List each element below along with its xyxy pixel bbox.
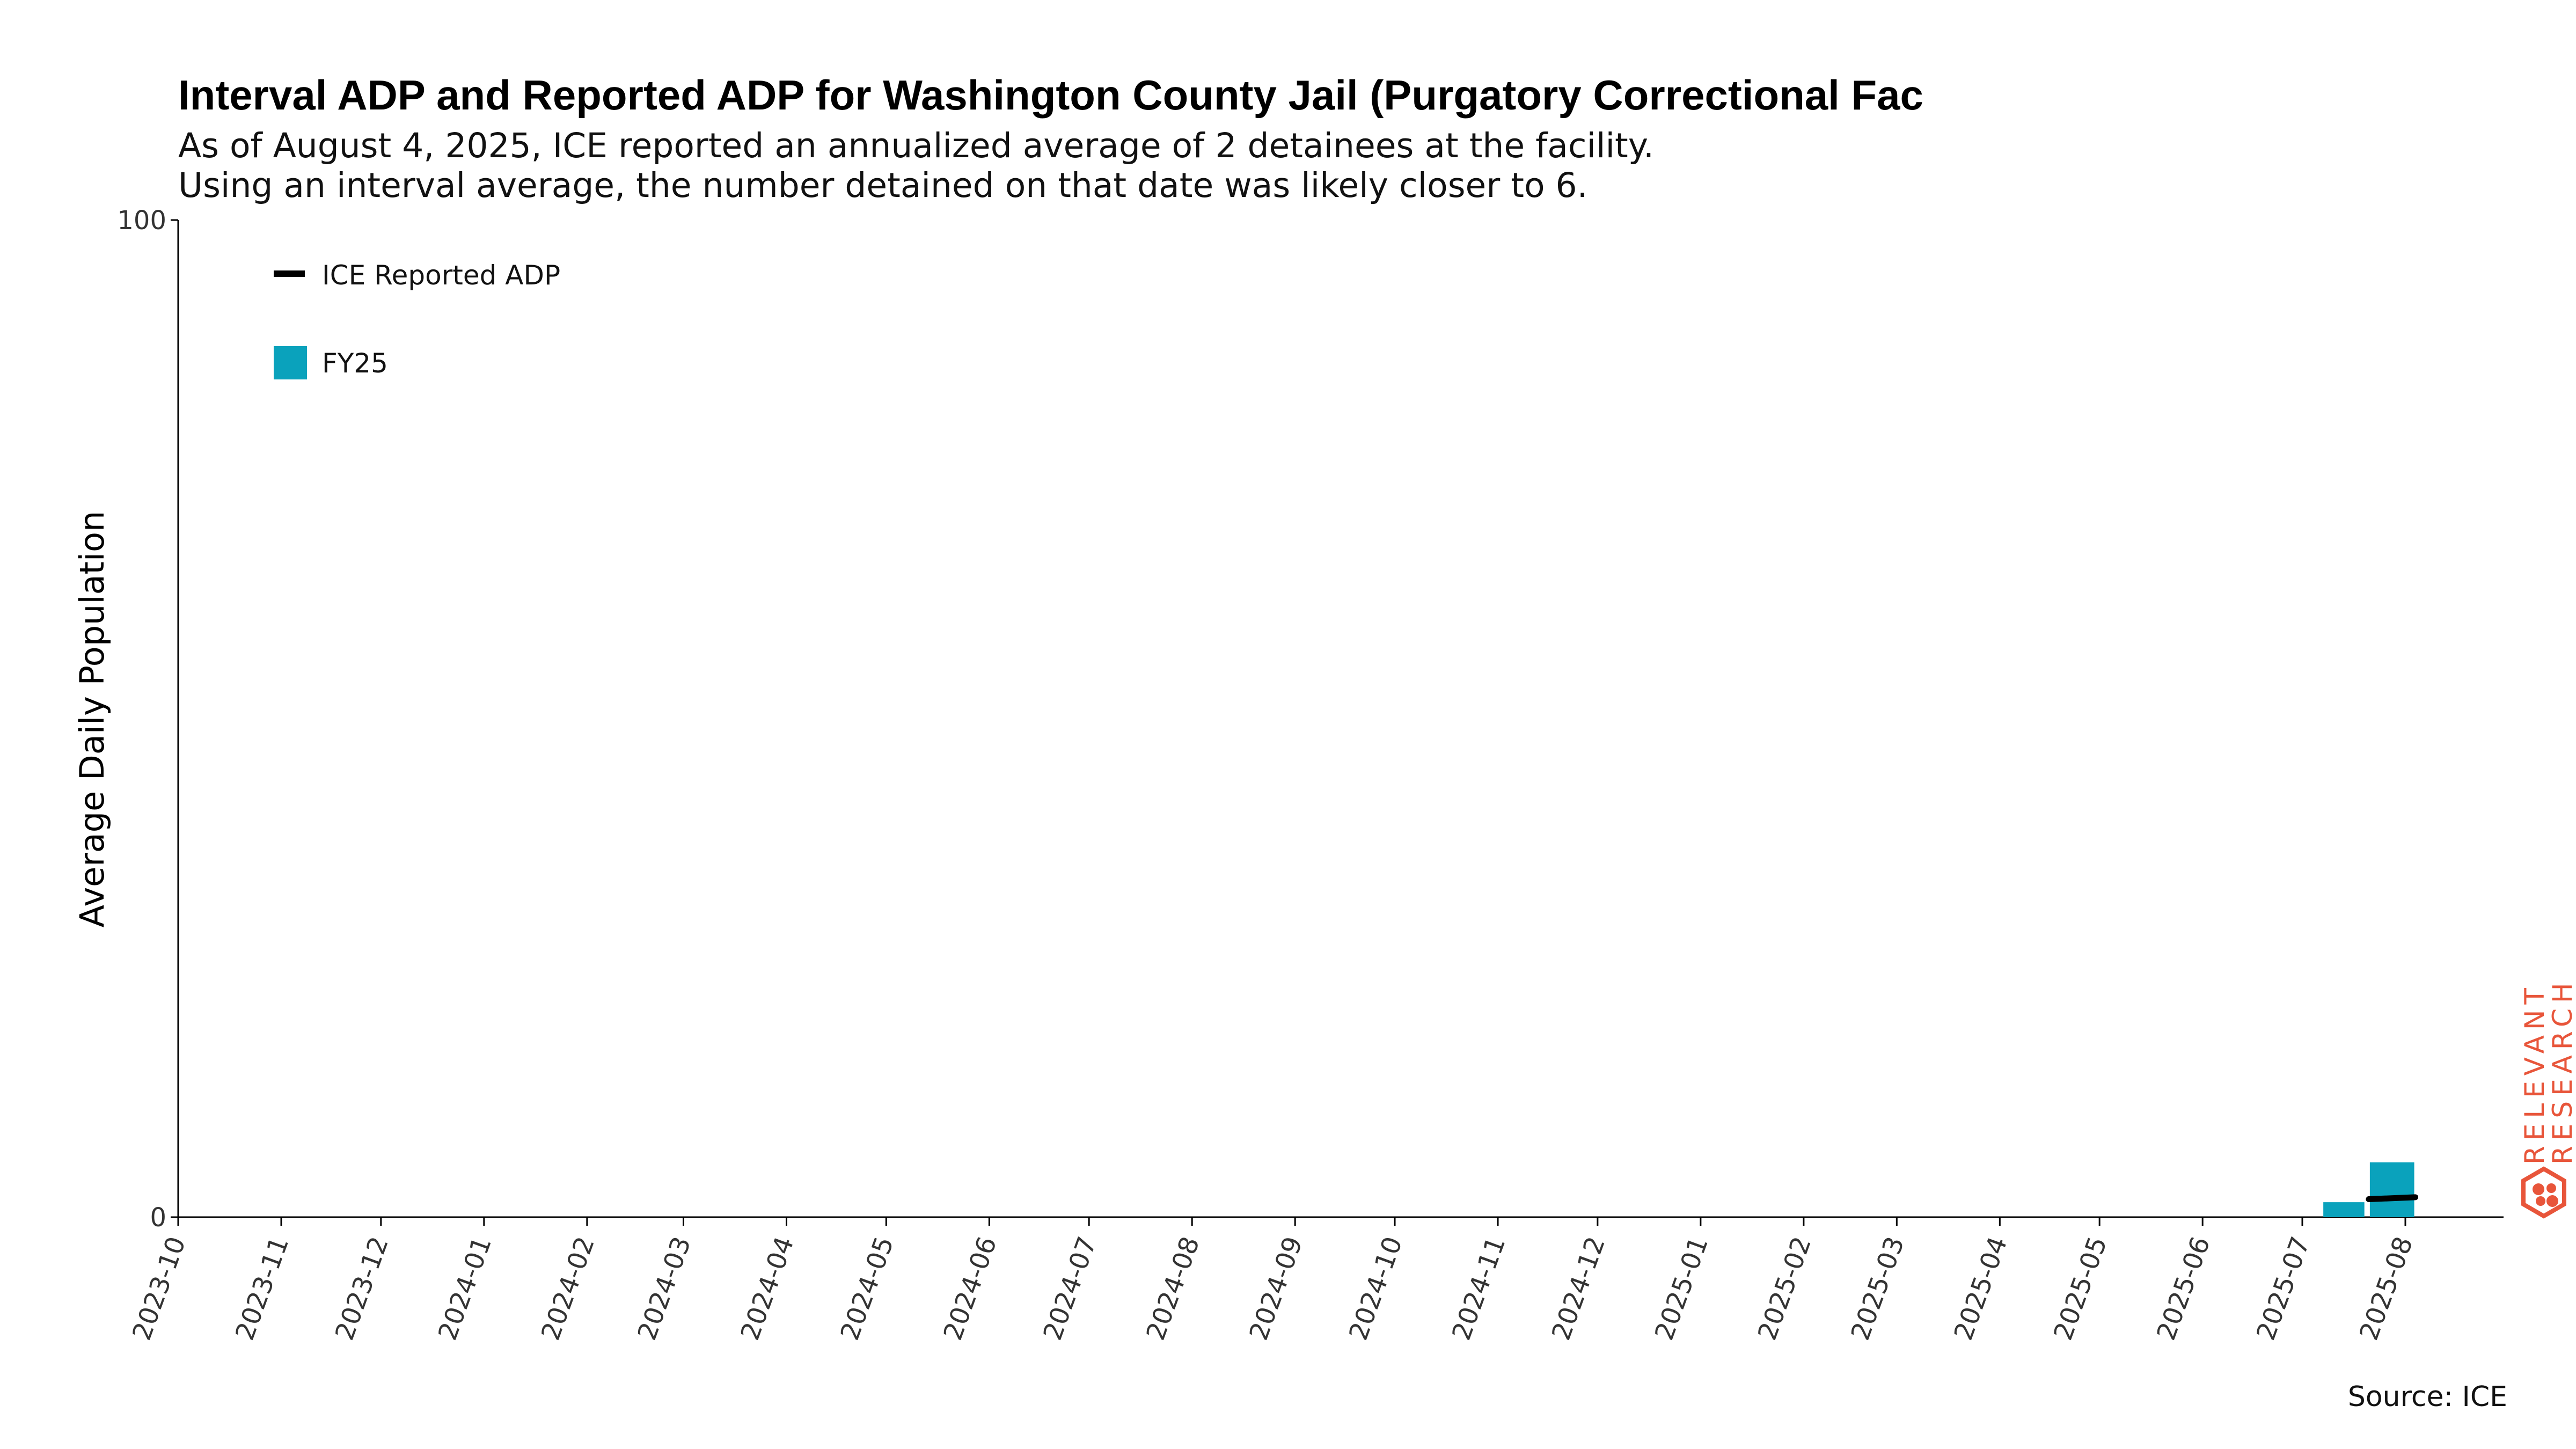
x-tick-label: 2025-07 bbox=[2251, 1233, 2316, 1344]
bar bbox=[2323, 1202, 2365, 1217]
x-tick-label: 2024-12 bbox=[1546, 1233, 1611, 1344]
legend-label-reported: ICE Reported ADP bbox=[322, 260, 560, 291]
x-tick-label: 2024-09 bbox=[1243, 1233, 1308, 1344]
chart-title: Interval ADP and Reported ADP for Washin… bbox=[178, 71, 1923, 119]
legend: ICE Reported ADP FY25 bbox=[274, 260, 560, 379]
reported-line-series bbox=[2366, 1194, 2419, 1203]
x-tick-label: 2024-10 bbox=[1343, 1233, 1408, 1344]
x-tick-label: 2025-01 bbox=[1649, 1233, 1714, 1344]
x-tick-label: 2024-07 bbox=[1037, 1233, 1102, 1344]
relevant-research-logo: RELEVANT RESEARCH bbox=[2519, 977, 2576, 1219]
x-tick-label: 2025-03 bbox=[1845, 1233, 1910, 1344]
x-tick-label: 2023-12 bbox=[330, 1233, 394, 1344]
chart-subtitle-line-1: As of August 4, 2025, ICE reported an an… bbox=[178, 126, 1654, 165]
reported-adp-line bbox=[2366, 1194, 2419, 1203]
bar bbox=[2369, 1162, 2414, 1217]
x-tick-label: 2024-08 bbox=[1140, 1233, 1205, 1344]
x-tick-label: 2024-04 bbox=[735, 1233, 800, 1344]
x-tick-label: 2024-01 bbox=[433, 1233, 497, 1344]
y-axis-title: Average Daily Population bbox=[72, 511, 112, 928]
legend-label-fy25: FY25 bbox=[322, 348, 388, 379]
x-tick-label: 2025-02 bbox=[1752, 1233, 1817, 1344]
hexagon-logo-icon bbox=[2521, 1166, 2566, 1219]
x-tick-label: 2023-10 bbox=[127, 1233, 192, 1344]
bar-series bbox=[2323, 1162, 2414, 1217]
x-tick-label: 2024-03 bbox=[632, 1233, 697, 1344]
brand-line-2: RESEARCH bbox=[2547, 977, 2576, 1165]
x-tick-label: 2024-05 bbox=[835, 1233, 899, 1344]
source-note: Source: ICE bbox=[2348, 1381, 2507, 1413]
x-axis: 2023-10 2023-11 2023-12 2024-01 2024-02 2024-… bbox=[127, 1216, 2504, 1344]
brand-line-1: RELEVANT bbox=[2519, 983, 2550, 1165]
y-tick-label: 0 bbox=[150, 1203, 166, 1233]
y-tick-label: 100 bbox=[117, 206, 166, 236]
legend-box-swatch bbox=[274, 346, 307, 379]
x-tick-label: 2024-02 bbox=[536, 1233, 601, 1344]
x-tick-label: 2025-05 bbox=[2048, 1233, 2113, 1344]
x-tick-label: 2025-06 bbox=[2151, 1233, 2216, 1344]
x-tick-label: 2025-08 bbox=[2354, 1233, 2419, 1344]
chart-subtitle-line-2: Using an interval average, the number de… bbox=[178, 166, 1588, 205]
legend-line-swatch bbox=[274, 270, 305, 277]
x-tick-label: 2024-11 bbox=[1446, 1233, 1511, 1344]
y-axis: 0 100 bbox=[117, 206, 179, 1233]
x-tick-label: 2024-06 bbox=[938, 1233, 1002, 1344]
x-tick-label: 2025-04 bbox=[1948, 1233, 2013, 1344]
x-tick-label: 2023-11 bbox=[230, 1233, 295, 1344]
